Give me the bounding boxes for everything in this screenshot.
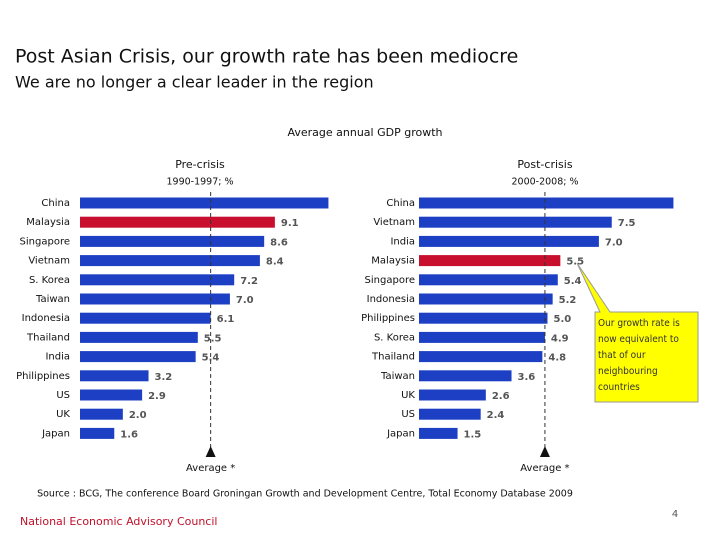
y-tick-label: Malaysia <box>26 217 70 228</box>
y-tick-label: Vietnam <box>28 256 70 267</box>
data-label: 8.4 <box>266 257 284 268</box>
data-label: 5.5 <box>566 257 584 268</box>
chart-title: Post-crisis <box>517 158 572 171</box>
y-tick-label: China <box>41 198 70 209</box>
y-tick-label: Singapore <box>20 236 70 247</box>
data-label: 7.0 <box>605 237 623 248</box>
data-label: 2.0 <box>129 410 147 421</box>
y-tick-label: S. Korea <box>29 275 70 286</box>
data-label: 2.6 <box>492 391 510 402</box>
slide-title: Post Asian Crisis, our growth rate has b… <box>15 46 518 68</box>
bar <box>80 197 329 209</box>
data-label: 5.4 <box>202 353 220 364</box>
data-label: 6.1 <box>217 314 235 325</box>
y-tick-label: S. Korea <box>374 332 415 343</box>
data-label: 1.6 <box>120 429 138 440</box>
bar <box>80 274 235 286</box>
y-tick-label: US <box>401 409 415 420</box>
y-tick-label: Indonesia <box>22 313 70 324</box>
bar <box>80 216 275 228</box>
data-label: 5.2 <box>559 295 577 306</box>
bar <box>80 235 265 247</box>
data-label: 3.2 <box>155 372 173 383</box>
y-tick-label: UK <box>401 390 415 401</box>
y-tick-label: Thailand <box>26 332 70 343</box>
bar <box>80 351 196 363</box>
y-tick-label: Singapore <box>365 275 415 286</box>
y-tick-label: Indonesia <box>367 294 415 305</box>
average-label: Average * <box>186 463 235 474</box>
y-tick-label: Japan <box>386 428 415 439</box>
y-tick-label: Philippines <box>361 313 415 324</box>
y-tick-label: UK <box>56 409 70 420</box>
average-label: Average * <box>520 463 569 474</box>
data-label: 3.6 <box>518 372 536 383</box>
chart-title: Pre-crisis <box>175 158 225 171</box>
y-tick-label: Thailand <box>371 352 415 363</box>
bar <box>80 312 211 324</box>
data-label: 8.6 <box>270 237 288 248</box>
average-marker <box>539 446 550 457</box>
data-label: 7.0 <box>236 295 254 306</box>
bar <box>419 389 486 401</box>
y-tick-label: India <box>45 352 70 363</box>
bar <box>419 370 512 382</box>
bar <box>80 370 149 382</box>
bar <box>80 255 260 267</box>
data-label: 5.0 <box>554 314 572 325</box>
chart-header: Average annual GDP growth <box>287 126 442 139</box>
data-label: 2.9 <box>148 391 166 402</box>
y-tick-label: Taiwan <box>35 294 70 305</box>
data-label: 4.9 <box>551 333 569 344</box>
chart-subtitle: 2000-2008; % <box>511 177 578 188</box>
y-tick-label: Vietnam <box>373 217 415 228</box>
data-label: 4.8 <box>548 353 566 364</box>
y-tick-label: India <box>390 236 415 247</box>
bar <box>80 427 115 439</box>
bar <box>80 331 198 343</box>
bar <box>80 389 143 401</box>
data-label: 1.5 <box>464 429 482 440</box>
bar <box>419 351 543 363</box>
bar <box>80 408 123 420</box>
bar <box>419 312 548 324</box>
bar <box>419 274 558 286</box>
data-label: 5.5 <box>204 333 222 344</box>
bar <box>419 331 545 343</box>
average-marker <box>205 446 216 457</box>
bar <box>419 255 561 267</box>
slide-subtitle: We are no longer a clear leader in the r… <box>15 73 374 92</box>
callout-text: Our growth rate is now equivalent to tha… <box>598 318 680 393</box>
bar <box>80 293 230 305</box>
y-tick-label: Philippines <box>16 371 70 382</box>
y-tick-label: US <box>56 390 70 401</box>
page-number: 4 <box>672 509 678 520</box>
footer: National Economic Advisory Council <box>20 515 217 528</box>
bar <box>419 293 553 305</box>
bar <box>419 235 599 247</box>
data-label: 9.1 <box>281 218 299 229</box>
bar <box>419 427 458 439</box>
bar <box>419 408 481 420</box>
y-tick-label: Taiwan <box>380 371 415 382</box>
data-label: 7.5 <box>618 218 636 229</box>
bar <box>419 216 612 228</box>
bar <box>419 197 674 209</box>
y-tick-label: Japan <box>41 428 70 439</box>
source-note: Source : BCG, The conference Board Groni… <box>37 489 573 500</box>
y-tick-label: China <box>386 198 415 209</box>
y-tick-label: Malaysia <box>371 256 415 267</box>
data-label: 5.4 <box>564 276 582 287</box>
chart-subtitle: 1990-1997; % <box>166 177 233 188</box>
callout-box <box>576 262 699 403</box>
data-label: 2.4 <box>487 410 505 421</box>
data-label: 7.2 <box>240 276 258 287</box>
